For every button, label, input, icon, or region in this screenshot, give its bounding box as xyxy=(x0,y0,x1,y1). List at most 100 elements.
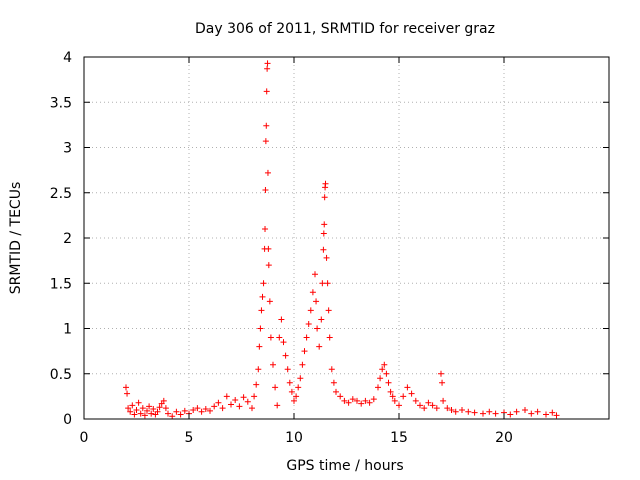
data-point xyxy=(131,411,138,418)
data-point xyxy=(124,390,131,397)
data-point xyxy=(322,180,329,187)
data-point xyxy=(236,403,243,410)
data-point xyxy=(207,407,213,414)
data-point xyxy=(362,397,369,404)
data-point xyxy=(148,410,155,417)
y-tick-label: 0.5 xyxy=(50,367,72,383)
data-point xyxy=(258,307,265,314)
data-point xyxy=(543,411,549,418)
data-point xyxy=(295,384,302,391)
data-point xyxy=(385,379,392,386)
data-point xyxy=(480,410,486,417)
data-point xyxy=(125,405,132,412)
data-point xyxy=(194,405,201,412)
data-point xyxy=(123,384,129,391)
data-point xyxy=(177,411,184,418)
grid-lines xyxy=(84,56,609,419)
data-point xyxy=(320,230,327,237)
y-tick-label: 1 xyxy=(63,322,72,338)
x-tick-label: 15 xyxy=(390,430,408,446)
data-point xyxy=(513,408,520,415)
data-point xyxy=(249,405,255,412)
y-axis-label: SRMTID / TECUs xyxy=(8,182,24,295)
data-point xyxy=(429,402,436,409)
data-point xyxy=(144,407,150,414)
data-point xyxy=(255,366,262,373)
data-point xyxy=(389,393,396,400)
data-point xyxy=(448,406,455,413)
data-point xyxy=(299,361,306,368)
data-point xyxy=(244,398,251,405)
data-point xyxy=(282,352,289,359)
data-point xyxy=(202,406,209,413)
data-point xyxy=(333,388,339,395)
data-point xyxy=(425,399,432,406)
data-point xyxy=(276,334,283,341)
data-point xyxy=(312,271,318,278)
y-tick-label: 3.5 xyxy=(50,95,72,111)
data-point xyxy=(326,334,333,341)
data-point xyxy=(286,379,293,386)
data-point xyxy=(377,375,384,382)
data-point xyxy=(313,298,320,305)
x-tick-label: 20 xyxy=(495,430,513,446)
data-point xyxy=(349,396,356,403)
y-tick-label: 3 xyxy=(63,141,72,157)
x-tick-label: 10 xyxy=(285,430,303,446)
data-point xyxy=(154,408,161,415)
data-point xyxy=(270,361,276,368)
y-tick-label: 2.5 xyxy=(50,186,72,202)
data-point xyxy=(337,393,344,400)
data-point xyxy=(459,406,465,413)
data-point xyxy=(284,366,291,373)
data-point xyxy=(553,412,560,419)
data-point xyxy=(264,169,271,176)
data-point xyxy=(307,307,314,314)
data-point xyxy=(328,366,335,373)
data-point xyxy=(162,405,169,412)
data-point xyxy=(534,408,541,415)
y-tick-label: 0 xyxy=(63,412,72,428)
data-point xyxy=(305,320,312,327)
data-point xyxy=(293,393,300,400)
data-point xyxy=(181,407,188,414)
data-point xyxy=(262,225,269,232)
data-points xyxy=(123,60,560,420)
data-point xyxy=(321,194,328,201)
data-point xyxy=(492,410,499,417)
y-tick-label: 2 xyxy=(63,231,72,247)
data-point xyxy=(264,60,271,67)
data-point xyxy=(211,403,218,410)
data-point xyxy=(366,399,373,406)
data-point xyxy=(278,316,285,323)
data-point xyxy=(267,334,274,341)
data-point xyxy=(301,348,308,355)
data-point xyxy=(156,404,163,411)
data-point xyxy=(400,393,407,400)
chart-title: Day 306 of 2011, SRMTID for receiver gra… xyxy=(195,21,495,37)
data-point xyxy=(345,399,352,406)
data-point xyxy=(265,245,272,252)
y-axis-ticks: 0 0.5 1 1.5 2 2.5 3 3.5 4 xyxy=(50,50,609,428)
data-point xyxy=(259,293,266,300)
data-point xyxy=(297,375,304,382)
data-point xyxy=(325,307,332,314)
data-point xyxy=(465,408,472,415)
data-point xyxy=(549,409,556,416)
data-point xyxy=(387,388,394,395)
data-point xyxy=(528,410,535,417)
data-point xyxy=(412,397,419,404)
data-point xyxy=(240,394,247,401)
data-point xyxy=(190,406,197,413)
x-tick-label: 5 xyxy=(185,430,194,446)
data-point xyxy=(129,402,136,409)
data-point xyxy=(160,397,167,404)
data-point xyxy=(263,122,270,129)
data-point xyxy=(330,379,337,386)
data-point xyxy=(253,381,260,388)
x-axis-label: GPS time / hours xyxy=(286,458,403,474)
y-tick-label: 4 xyxy=(63,50,72,66)
data-point xyxy=(341,397,348,404)
data-point xyxy=(383,370,390,377)
data-point xyxy=(265,262,272,269)
